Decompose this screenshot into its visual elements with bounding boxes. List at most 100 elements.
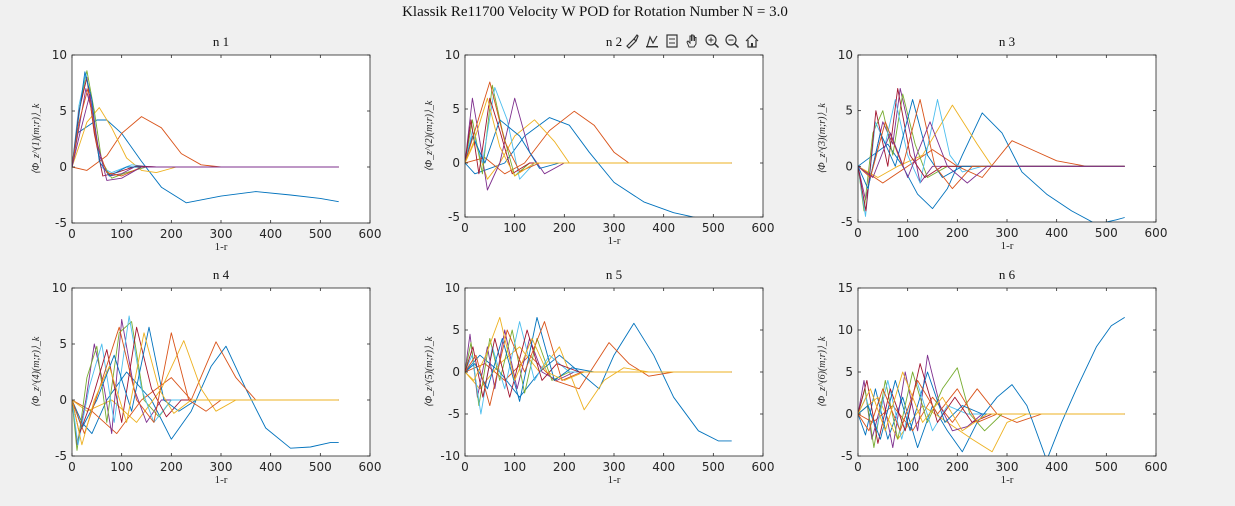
series-line-6 (465, 321, 732, 415)
plot-area (465, 55, 763, 217)
y-tick-label: 10 (52, 48, 67, 62)
series-line-2 (465, 110, 732, 175)
x-tick-label: 100 (110, 460, 133, 474)
series-line-1 (72, 119, 339, 204)
y-tick-label: 5 (845, 104, 853, 118)
series-line-9 (72, 326, 339, 435)
x-tick-label: 500 (309, 227, 332, 241)
x-tick-label: 600 (1145, 460, 1168, 474)
x-tick-label: 500 (702, 221, 725, 235)
x-tick-label: 0 (461, 460, 469, 474)
x-tick-label: 200 (946, 226, 969, 240)
series-line-3 (72, 340, 339, 423)
y-tick-label: 10 (445, 48, 460, 62)
x-tick-label: 600 (752, 460, 775, 474)
zoom-out-icon (725, 34, 740, 49)
series-line-3 (858, 104, 1125, 178)
y-tick-label: 0 (452, 365, 460, 379)
series-line-1 (465, 117, 696, 217)
series-group (858, 317, 1125, 456)
y-tick-label: -5 (55, 449, 67, 463)
x-tick-label: 300 (210, 460, 233, 474)
x-axis-label: 1-r (1001, 474, 1014, 486)
x-axis-label: 1-r (608, 474, 621, 486)
series-line-2 (858, 140, 1125, 184)
series-line-6 (858, 99, 1125, 217)
subplot-n5: 0 100 200 300 400 500 600 -10 -5 0 5 10 n 5 1-r ⟨Φ_z^(… (424, 267, 774, 486)
x-tick-label: 400 (1045, 460, 1068, 474)
y-tick-label: -5 (841, 449, 853, 463)
series-line-10 (858, 371, 1125, 432)
y-axis-label: ⟨Φ_z^(5)(m;r)⟩_k (424, 336, 435, 407)
y-tick-label: 0 (845, 407, 853, 421)
series-line-1 (858, 112, 1125, 222)
x-tick-label: 300 (210, 227, 233, 241)
series-group (858, 87, 1125, 222)
x-tick-label: 500 (1095, 226, 1118, 240)
series-group (465, 81, 732, 217)
legend-button[interactable] (663, 32, 681, 50)
series-line-8 (465, 316, 732, 402)
x-axis-label: 1-r (608, 235, 621, 247)
x-tick-label: 600 (359, 460, 382, 474)
x-tick-label: 100 (503, 460, 526, 474)
series-line-3 (72, 107, 339, 174)
zoom-in-icon (705, 34, 720, 49)
x-tick-label: 600 (359, 227, 382, 241)
x-tick-label: 500 (309, 460, 332, 474)
x-tick-label: 100 (503, 221, 526, 235)
data-tips-button[interactable] (643, 32, 661, 50)
series-line-10 (465, 97, 732, 177)
x-tick-label: 100 (110, 227, 133, 241)
x-tick-label: 100 (896, 460, 919, 474)
subplot-title: n 4 (213, 267, 230, 282)
series-line-2 (858, 388, 1125, 432)
legend-icon (666, 34, 678, 48)
x-tick-label: 200 (160, 227, 183, 241)
home-button[interactable] (743, 32, 761, 50)
y-tick-label: 10 (445, 281, 460, 295)
subplot-title: n 5 (606, 267, 622, 282)
y-tick-label: 0 (59, 160, 67, 174)
x-axis-label: 1-r (215, 241, 228, 253)
pan-button[interactable] (683, 32, 701, 50)
x-tick-label: 200 (946, 460, 969, 474)
y-tick-label: -5 (448, 210, 460, 224)
y-tick-label: 15 (838, 281, 853, 295)
x-tick-label: 400 (652, 460, 675, 474)
zoom-in-button[interactable] (703, 32, 721, 50)
y-tick-label: 10 (52, 281, 67, 295)
series-line-2 (72, 116, 339, 171)
x-tick-label: 400 (652, 221, 675, 235)
series-line-6 (72, 315, 339, 446)
series-line-7 (465, 97, 732, 175)
plot-area (72, 55, 370, 223)
zoom-out-button[interactable] (723, 32, 741, 50)
series-line-4 (858, 354, 1125, 449)
brush-button[interactable] (623, 32, 641, 50)
y-tick-label: 5 (452, 323, 460, 337)
home-icon (745, 34, 759, 48)
x-tick-label: 200 (160, 460, 183, 474)
x-tick-label: 400 (259, 227, 282, 241)
x-tick-label: 300 (996, 226, 1019, 240)
x-axis-label: 1-r (1001, 240, 1014, 252)
series-group (72, 70, 339, 204)
series-group (465, 316, 732, 442)
x-tick-label: 300 (996, 460, 1019, 474)
x-tick-label: 600 (752, 221, 775, 235)
series-line-10 (465, 316, 732, 381)
y-axis-label: ⟨Φ_z^(6)(m;r)⟩_k (817, 336, 828, 407)
x-tick-label: 600 (1145, 226, 1168, 240)
y-tick-label: 10 (838, 323, 853, 337)
series-line-7 (858, 87, 1125, 212)
x-tick-label: 400 (259, 460, 282, 474)
subplot-title: n 6 (999, 267, 1016, 282)
y-tick-label: 5 (59, 337, 67, 351)
subplot-title: n 2 (606, 34, 622, 49)
y-axis-label: ⟨Φ_z^(3)(m;r)⟩_k (817, 103, 828, 174)
